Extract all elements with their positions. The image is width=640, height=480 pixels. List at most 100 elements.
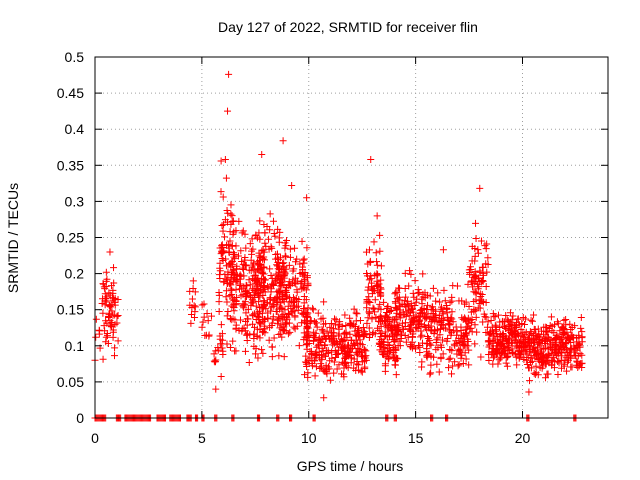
data-point xyxy=(275,295,283,303)
data-point xyxy=(477,237,485,245)
data-point xyxy=(573,334,581,342)
data-point xyxy=(502,354,510,362)
data-point xyxy=(222,293,230,301)
data-point xyxy=(332,316,340,324)
data-point xyxy=(218,221,226,229)
data-point xyxy=(563,367,571,375)
data-point xyxy=(267,271,275,279)
data-point xyxy=(215,298,223,306)
data-point xyxy=(224,308,232,316)
data-point xyxy=(255,249,263,257)
data-point xyxy=(238,327,246,335)
data-point xyxy=(281,244,289,252)
data-point xyxy=(303,340,311,348)
data-point xyxy=(519,347,527,355)
data-point xyxy=(223,340,231,348)
data-point xyxy=(365,324,373,332)
data-point xyxy=(406,325,414,333)
data-point xyxy=(259,349,267,357)
data-point xyxy=(352,317,360,325)
data-point xyxy=(550,364,558,372)
data-point xyxy=(465,346,473,354)
data-point xyxy=(407,341,415,349)
data-point xyxy=(258,346,266,354)
data-point xyxy=(188,303,196,311)
data-point xyxy=(503,362,511,370)
data-point xyxy=(432,346,440,354)
y-tick-label: 0.1 xyxy=(65,338,85,354)
data-point xyxy=(499,331,507,339)
data-point xyxy=(285,278,293,286)
data-point xyxy=(255,304,263,312)
data-point xyxy=(384,355,392,363)
data-point xyxy=(295,342,303,350)
data-point xyxy=(300,292,308,300)
data-point xyxy=(578,360,586,368)
data-point xyxy=(330,329,338,337)
data-point xyxy=(266,295,274,303)
data-point xyxy=(327,319,335,327)
data-point xyxy=(207,312,215,320)
data-point xyxy=(444,335,452,343)
data-point xyxy=(399,325,407,333)
data-point xyxy=(459,360,467,368)
data-point xyxy=(386,322,394,330)
data-point xyxy=(500,318,508,326)
data-point xyxy=(277,321,285,329)
data-point xyxy=(275,287,283,295)
data-point xyxy=(424,351,432,359)
data-point xyxy=(237,247,245,255)
data-point xyxy=(528,357,536,365)
data-point xyxy=(216,275,224,283)
data-point xyxy=(324,363,332,371)
data-point xyxy=(377,276,385,284)
data-point xyxy=(385,314,393,322)
data-point xyxy=(268,244,276,252)
data-point xyxy=(312,354,320,362)
data-point xyxy=(305,330,313,338)
data-point xyxy=(474,285,482,293)
data-point xyxy=(392,354,400,362)
data-point xyxy=(578,351,586,359)
data-point xyxy=(472,235,480,243)
data-point xyxy=(436,325,444,333)
data-point xyxy=(526,331,534,339)
data-point xyxy=(330,315,338,323)
data-point xyxy=(279,259,287,267)
data-point xyxy=(226,237,234,245)
data-point xyxy=(530,339,538,347)
data-point xyxy=(303,358,311,366)
data-point xyxy=(551,345,559,353)
data-point xyxy=(280,272,288,280)
data-point xyxy=(236,272,244,280)
data-point xyxy=(404,333,412,341)
data-point xyxy=(232,286,240,294)
data-point xyxy=(304,334,312,342)
data-point xyxy=(343,334,351,342)
data-point xyxy=(445,364,453,372)
data-point xyxy=(363,319,371,327)
data-point xyxy=(300,284,308,292)
data-point xyxy=(428,327,436,335)
data-point xyxy=(210,357,218,365)
data-point xyxy=(273,250,281,258)
data-point xyxy=(411,302,419,310)
data-point xyxy=(340,373,348,381)
data-point xyxy=(257,263,265,271)
data-point xyxy=(575,341,583,349)
data-point xyxy=(522,356,530,364)
data-point xyxy=(396,342,404,350)
data-point xyxy=(288,182,296,190)
data-point xyxy=(262,305,270,313)
data-point xyxy=(566,320,574,328)
data-point xyxy=(489,360,497,368)
data-point xyxy=(542,352,550,360)
data-point xyxy=(275,238,283,246)
data-point xyxy=(303,244,311,252)
data-point xyxy=(359,323,367,331)
data-point xyxy=(326,376,334,384)
data-point xyxy=(300,329,308,337)
data-point xyxy=(301,318,309,326)
data-point xyxy=(528,317,536,325)
data-point xyxy=(378,329,386,337)
